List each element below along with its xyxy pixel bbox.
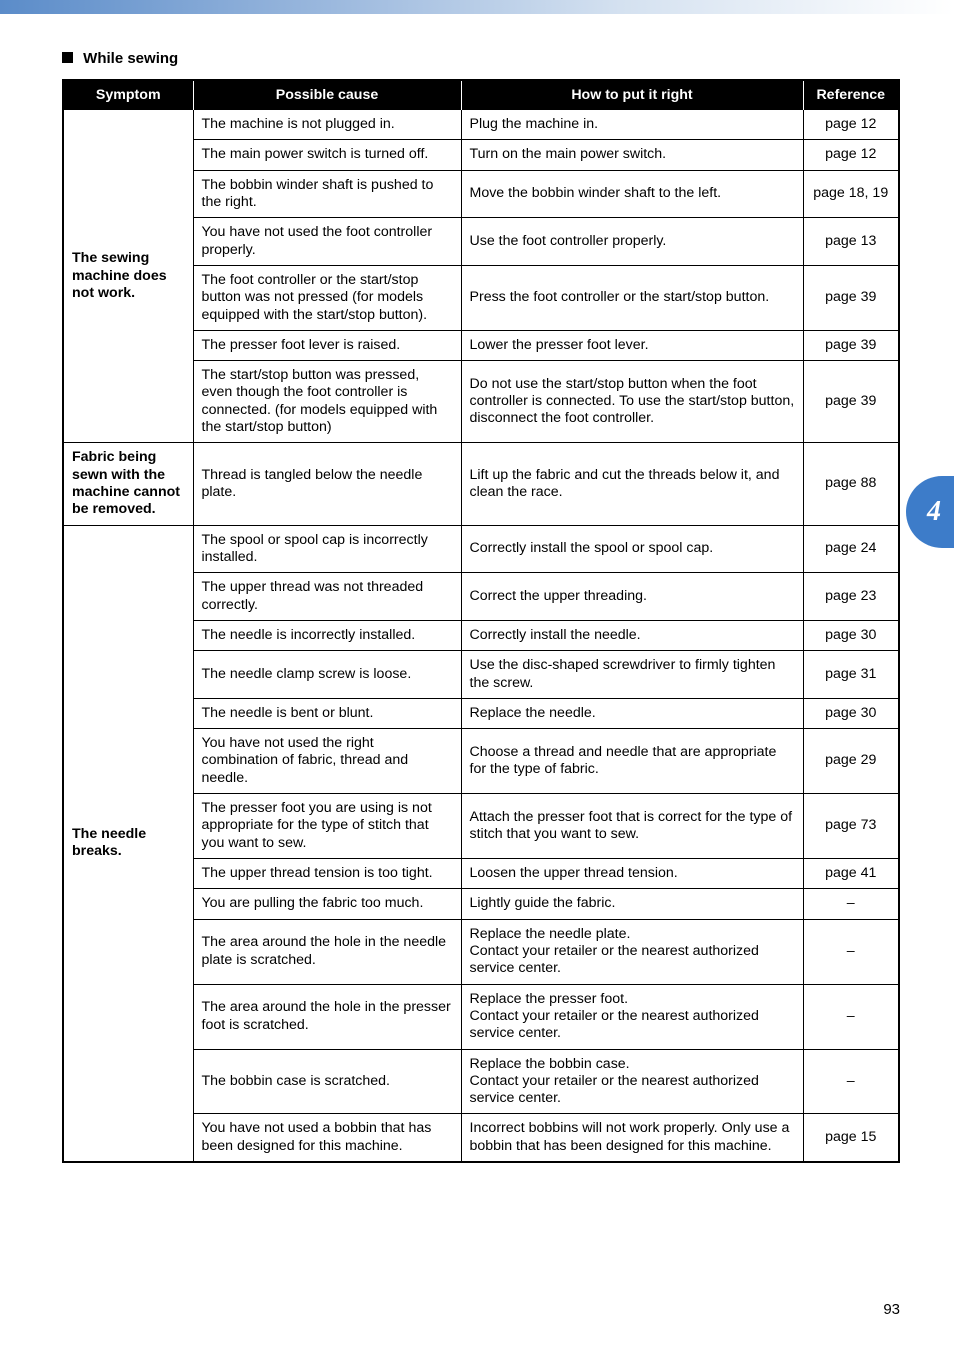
fix-cell: Replace the needle plate. Contact your r…: [461, 919, 803, 984]
reference-cell: page 39: [803, 265, 899, 330]
cause-cell: The upper thread was not threaded correc…: [193, 573, 461, 621]
symptom-cell: Fabric being sewn with the machine canno…: [63, 443, 193, 525]
reference-cell: page 24: [803, 525, 899, 573]
cause-cell: The needle clamp screw is loose.: [193, 651, 461, 699]
header-gradient-bar: [0, 0, 954, 14]
fix-cell: Lower the presser foot lever.: [461, 330, 803, 360]
reference-cell: page 12: [803, 140, 899, 170]
col-header-cause: Possible cause: [193, 80, 461, 110]
fix-cell: Do not use the start/stop button when th…: [461, 361, 803, 443]
reference-cell: page 31: [803, 651, 899, 699]
reference-cell: page 30: [803, 620, 899, 650]
chapter-number: 4: [927, 496, 941, 528]
cause-cell: The main power switch is turned off.: [193, 140, 461, 170]
fix-cell: Attach the presser foot that is correct …: [461, 794, 803, 859]
reference-cell: page 18, 19: [803, 170, 899, 218]
col-header-reference: Reference: [803, 80, 899, 110]
fix-cell: Lightly guide the fabric.: [461, 889, 803, 919]
cause-cell: You have not used the right combination …: [193, 729, 461, 794]
cause-cell: The presser foot lever is raised.: [193, 330, 461, 360]
cause-cell: You have not used a bobbin that has been…: [193, 1114, 461, 1162]
cause-cell: The upper thread tension is too tight.: [193, 859, 461, 889]
reference-cell: page 41: [803, 859, 899, 889]
cause-cell: You have not used the foot controller pr…: [193, 218, 461, 266]
page-content: While sewing Symptom Possible cause How …: [0, 50, 954, 1163]
cause-cell: The machine is not plugged in.: [193, 110, 461, 140]
fix-cell: Correctly install the needle.: [461, 620, 803, 650]
reference-cell: page 73: [803, 794, 899, 859]
fix-cell: Replace the needle.: [461, 698, 803, 728]
reference-cell: page 13: [803, 218, 899, 266]
square-bullet-icon: [62, 52, 73, 63]
reference-cell: page 39: [803, 361, 899, 443]
fix-cell: Choose a thread and needle that are appr…: [461, 729, 803, 794]
troubleshooting-table: Symptom Possible cause How to put it rig…: [62, 79, 900, 1163]
cause-cell: The bobbin winder shaft is pushed to the…: [193, 170, 461, 218]
fix-cell: Press the foot controller or the start/s…: [461, 265, 803, 330]
cause-cell: The start/stop button was pressed, even …: [193, 361, 461, 443]
reference-cell: page 15: [803, 1114, 899, 1162]
cause-cell: The spool or spool cap is incorrectly in…: [193, 525, 461, 573]
section-heading-text: While sewing: [83, 50, 178, 67]
cause-cell: The area around the hole in the presser …: [193, 984, 461, 1049]
table-row: Fabric being sewn with the machine canno…: [63, 443, 899, 525]
fix-cell: Replace the bobbin case. Contact your re…: [461, 1049, 803, 1114]
cause-cell: The area around the hole in the needle p…: [193, 919, 461, 984]
reference-cell: page 39: [803, 330, 899, 360]
fix-cell: Use the disc-shaped screwdriver to firml…: [461, 651, 803, 699]
cause-cell: The presser foot you are using is not ap…: [193, 794, 461, 859]
table-row: The needle breaks.The spool or spool cap…: [63, 525, 899, 573]
col-header-fix: How to put it right: [461, 80, 803, 110]
reference-cell: page 29: [803, 729, 899, 794]
reference-cell: page 30: [803, 698, 899, 728]
cause-cell: The needle is incorrectly installed.: [193, 620, 461, 650]
reference-cell: –: [803, 889, 899, 919]
symptom-cell: The needle breaks.: [63, 525, 193, 1162]
fix-cell: Plug the machine in.: [461, 110, 803, 140]
cause-cell: Thread is tangled below the needle plate…: [193, 443, 461, 525]
col-header-symptom: Symptom: [63, 80, 193, 110]
fix-cell: Correct the upper threading.: [461, 573, 803, 621]
cause-cell: The foot controller or the start/stop bu…: [193, 265, 461, 330]
cause-cell: The needle is bent or blunt.: [193, 698, 461, 728]
cause-cell: You are pulling the fabric too much.: [193, 889, 461, 919]
reference-cell: page 12: [803, 110, 899, 140]
fix-cell: Correctly install the spool or spool cap…: [461, 525, 803, 573]
reference-cell: –: [803, 1049, 899, 1114]
section-heading: While sewing: [62, 50, 900, 67]
fix-cell: Move the bobbin winder shaft to the left…: [461, 170, 803, 218]
reference-cell: page 88: [803, 443, 899, 525]
fix-cell: Incorrect bobbins will not work properly…: [461, 1114, 803, 1162]
page-number: 93: [883, 1301, 900, 1318]
cause-cell: The bobbin case is scratched.: [193, 1049, 461, 1114]
fix-cell: Replace the presser foot. Contact your r…: [461, 984, 803, 1049]
reference-cell: –: [803, 919, 899, 984]
table-row: The sewing machine does not work.The mac…: [63, 110, 899, 140]
fix-cell: Loosen the upper thread tension.: [461, 859, 803, 889]
reference-cell: –: [803, 984, 899, 1049]
table-header-row: Symptom Possible cause How to put it rig…: [63, 80, 899, 110]
fix-cell: Turn on the main power switch.: [461, 140, 803, 170]
fix-cell: Lift up the fabric and cut the threads b…: [461, 443, 803, 525]
reference-cell: page 23: [803, 573, 899, 621]
symptom-cell: The sewing machine does not work.: [63, 110, 193, 443]
fix-cell: Use the foot controller properly.: [461, 218, 803, 266]
